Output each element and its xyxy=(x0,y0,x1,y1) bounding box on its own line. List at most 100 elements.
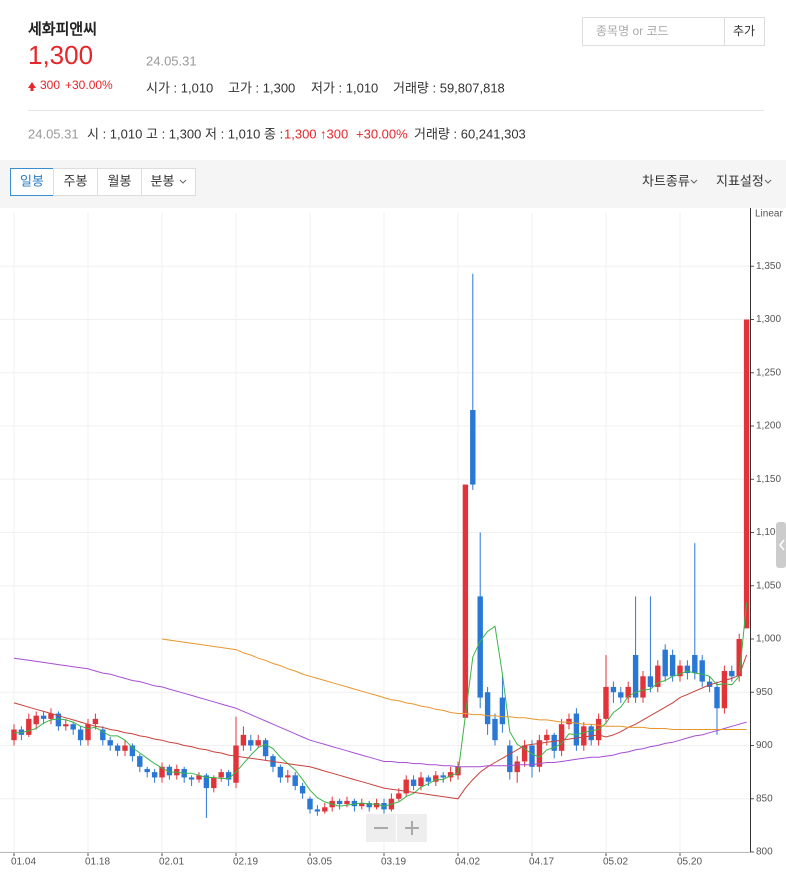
candle-body xyxy=(618,692,624,698)
candle-body xyxy=(248,740,254,746)
x-tick-label: 01.18 xyxy=(85,857,110,868)
menu[interactable]: 지표설정 xyxy=(716,173,764,188)
candle-body xyxy=(33,715,39,725)
candle-body xyxy=(551,734,557,751)
y-tick-label: 1,000 xyxy=(756,634,781,645)
candle-body xyxy=(470,410,476,485)
plus-icon xyxy=(405,821,419,835)
side-tab-icon xyxy=(779,539,785,551)
candle-body xyxy=(440,775,446,778)
candle-body xyxy=(581,726,587,746)
candle-body xyxy=(322,807,328,812)
x-tick-label: 03.19 xyxy=(381,857,406,868)
candle-body xyxy=(706,681,713,687)
candle-body xyxy=(137,756,143,767)
candle-body xyxy=(344,800,350,805)
candle-body xyxy=(262,740,269,757)
candle-body xyxy=(285,775,291,778)
candle-body xyxy=(684,665,691,674)
change-pct: +30.00% xyxy=(65,78,113,92)
y-tick-label: 1,100 xyxy=(756,527,781,538)
candle-body xyxy=(588,726,594,741)
tab-label: 일봉 xyxy=(20,173,44,188)
moving-average-line xyxy=(13,654,748,800)
candle-body xyxy=(240,734,247,746)
x-tick-label: 05.20 xyxy=(677,857,702,868)
side-tab[interactable] xyxy=(776,522,786,568)
ohlc-low: 저 : 1,010 xyxy=(205,126,260,141)
candle-body xyxy=(425,777,432,782)
candle-body xyxy=(507,745,513,773)
tab-label: 월봉 xyxy=(108,173,132,188)
candle-body xyxy=(166,766,173,776)
candle-body xyxy=(114,745,121,751)
moving-average-line xyxy=(161,638,747,730)
tab[interactable] xyxy=(141,168,196,196)
ohlc-date: 24.05.31 xyxy=(28,126,79,141)
candle-body xyxy=(159,766,165,778)
candle-body xyxy=(499,697,506,725)
candle-body xyxy=(277,766,284,778)
candle-body xyxy=(292,775,298,786)
stat: 거래량 : 59,807,818 xyxy=(393,80,505,95)
chevron-icon xyxy=(179,179,187,184)
x-tick-label: 05.02 xyxy=(603,857,628,868)
candle-body xyxy=(188,777,195,780)
candle-body xyxy=(655,665,661,687)
candle-body xyxy=(336,800,343,805)
candle-body xyxy=(692,654,698,674)
y-tick-label: 950 xyxy=(756,687,773,698)
candle-body xyxy=(477,596,483,698)
candle-body xyxy=(211,777,217,789)
y-tick-label: 1,050 xyxy=(756,580,781,591)
candle-body xyxy=(55,713,62,727)
candle-body xyxy=(462,484,469,718)
x-tick-label: 02.01 xyxy=(159,857,184,868)
candle-body xyxy=(11,729,17,741)
candle-body xyxy=(70,724,76,730)
x-tick-label: 04.02 xyxy=(455,857,480,868)
plot: 800 850 900 950 1,000 1,050 1,100 1,150 1,200 1,2… xyxy=(0,208,783,868)
candle-body xyxy=(647,676,654,687)
add-button-label: 추가 xyxy=(733,24,755,38)
y-tick-label: 800 xyxy=(756,847,773,858)
candle-body xyxy=(418,777,424,786)
candle-body xyxy=(255,740,261,746)
ohlc-change-pct: +30.00% xyxy=(356,126,408,141)
candle-body xyxy=(359,803,365,807)
moving-average-line xyxy=(14,602,748,807)
date: 24.05.31 xyxy=(146,53,197,68)
stat: 시가 : 1,010 xyxy=(146,80,213,95)
candle-body xyxy=(129,745,136,757)
candle-body xyxy=(662,649,668,677)
candle-body xyxy=(573,713,580,746)
menu[interactable]: 차트종류 xyxy=(642,173,690,188)
moving-average-line xyxy=(13,657,747,768)
candle-body xyxy=(632,654,639,698)
candle-body xyxy=(433,775,439,782)
candle-body xyxy=(85,724,91,741)
candle-body xyxy=(736,639,742,677)
candle-body xyxy=(203,775,210,789)
tab[interactable] xyxy=(10,168,54,196)
candle-body xyxy=(92,718,99,725)
candle-body xyxy=(48,713,54,719)
candle-body xyxy=(299,785,306,794)
candle-body xyxy=(151,772,158,778)
candle-body xyxy=(410,779,417,786)
x-tick-label: 03.05 xyxy=(307,857,332,868)
add-button[interactable] xyxy=(725,18,764,45)
y-tick-label: 850 xyxy=(756,793,773,804)
candle-body xyxy=(729,670,735,677)
candle-body xyxy=(373,803,380,808)
ohlc-open: 시 : 1,010 xyxy=(87,126,142,141)
candle-body xyxy=(669,654,676,677)
candle-body xyxy=(544,734,550,741)
tabs: 일봉 주봉 월봉 분봉 xyxy=(10,168,196,196)
candle-body xyxy=(403,779,409,794)
candle-body xyxy=(100,729,106,741)
chevron-icon xyxy=(764,179,772,184)
candle-body xyxy=(77,729,84,741)
tab-label: 주봉 xyxy=(64,173,88,188)
y-scale-label: Linear xyxy=(755,209,783,220)
